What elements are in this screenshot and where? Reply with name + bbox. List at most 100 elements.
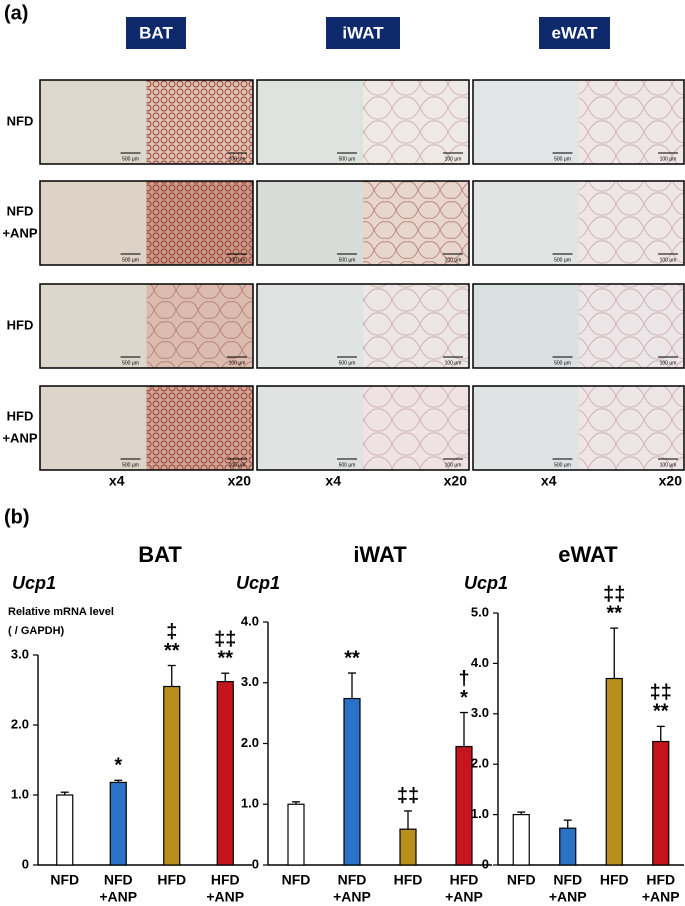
micrograph-frame (39, 283, 254, 369)
scale-bar-label: 100 µm (660, 156, 677, 162)
significance-mark: ‡‡ (397, 785, 419, 807)
y-tick-label: 5.0 (471, 604, 489, 619)
x-tick-label: NFD (282, 872, 311, 888)
column-header-box (539, 17, 610, 49)
x-tick-label: +ANP (333, 889, 371, 905)
significance-mark: † (458, 668, 469, 690)
scale-bar-label: 100 µm (445, 360, 462, 366)
y-tick-label: 4.0 (471, 655, 489, 670)
micrograph-low (257, 181, 363, 265)
significance-mark: ‡ (166, 621, 177, 643)
y-tick-label: 3.0 (11, 646, 29, 661)
x-tick-label: NFD (104, 872, 133, 888)
x-tick-label: HFD (394, 872, 423, 888)
bar (163, 685, 181, 866)
magnification: x4 (325, 473, 341, 489)
micrograph-texture (146, 181, 253, 265)
micrograph-low (40, 181, 147, 265)
significance-mark: ‡‡ (603, 583, 625, 605)
significance-mark: ‡‡ (214, 628, 236, 650)
bar (287, 803, 305, 866)
scale-bar-label: 100 µm (229, 360, 246, 366)
row-label: NFD (7, 203, 34, 218)
micrograph-frame (39, 79, 254, 165)
magnification: x4 (109, 473, 125, 489)
scale-bar-label: 100 µm (445, 156, 462, 162)
scale-bar-label: 500 µm (554, 360, 571, 366)
column-header: iWAT (342, 23, 384, 42)
y-tick-label: 3.0 (241, 674, 259, 689)
micrograph-texture (363, 284, 469, 368)
magnification: x4 (541, 473, 557, 489)
magnification: x20 (228, 473, 252, 489)
chart-title: eWAT (558, 542, 618, 567)
scale-bar-label: 500 µm (339, 360, 356, 366)
row-label: HFD (7, 408, 34, 423)
gene-label: Ucp1 (236, 573, 280, 593)
micrograph-texture (578, 181, 684, 265)
micrograph-low (473, 80, 579, 164)
panel-label: (b) (4, 506, 30, 528)
panel-label: (a) (4, 2, 28, 24)
micrograph-texture (146, 284, 253, 368)
scale-bar-label: 500 µm (554, 257, 571, 263)
bar (652, 740, 670, 866)
micrograph-frame (472, 385, 685, 471)
micrograph-low (473, 181, 579, 265)
magnification: x20 (659, 473, 683, 489)
x-tick-label: HFD (157, 872, 186, 888)
scale-bar-label: 500 µm (122, 156, 139, 162)
scale-bar-label: 100 µm (445, 257, 462, 263)
y-tick-label: 2.0 (471, 756, 489, 771)
scale-bar-label: 500 µm (554, 462, 571, 468)
x-tick-label: +ANP (99, 889, 137, 905)
y-tick-label: 1.0 (471, 806, 489, 821)
micrograph-frame (256, 385, 470, 471)
significance-mark: ** (653, 701, 669, 723)
row-label: +ANP (2, 430, 37, 445)
scale-bar-label: 100 µm (660, 257, 677, 263)
scale-bar-label: 500 µm (554, 156, 571, 162)
row-label: +ANP (2, 225, 37, 240)
x-tick-label: HFD (646, 872, 675, 888)
scale-bar-label: 500 µm (122, 360, 139, 366)
y-tick-label: 4.0 (241, 613, 259, 628)
chart-title: BAT (138, 542, 182, 567)
gene-label: Ucp1 (12, 573, 56, 593)
y-tick-label: 1.0 (11, 786, 29, 801)
significance-mark: * (114, 755, 122, 777)
y-axis-label: Relative mRNA level (8, 606, 114, 618)
y-axis-label: ( / GAPDH) (8, 625, 65, 637)
x-tick-label: HFD (211, 872, 240, 888)
bar (399, 828, 417, 866)
y-tick-label: 2.0 (11, 716, 29, 731)
micrograph-texture (578, 386, 684, 470)
gene-label: Ucp1 (464, 573, 508, 593)
x-tick-label: +ANP (445, 889, 483, 905)
scale-bar-label: 500 µm (122, 257, 139, 263)
scale-bar-label: 500 µm (339, 156, 356, 162)
significance-mark: * (460, 687, 468, 709)
row-label: HFD (7, 317, 34, 332)
x-tick-label: +ANP (642, 889, 680, 905)
bar (343, 697, 361, 866)
micrograph-texture (146, 80, 253, 164)
micrograph-frame (256, 180, 470, 266)
micrograph-low (40, 80, 147, 164)
column-header: eWAT (552, 23, 599, 42)
bar (216, 680, 234, 866)
micrograph-frame (472, 283, 685, 369)
micrograph-texture (363, 181, 469, 265)
bar (605, 677, 623, 866)
bar (109, 781, 127, 866)
bar (56, 794, 74, 866)
bar (455, 745, 473, 866)
x-tick-label: HFD (600, 872, 629, 888)
micrograph-texture (363, 80, 469, 164)
bar (512, 813, 530, 866)
micrograph-low (473, 284, 579, 368)
scale-bar-label: 500 µm (339, 462, 356, 468)
micrograph-texture (363, 386, 469, 470)
scale-bar-label: 500 µm (122, 462, 139, 468)
